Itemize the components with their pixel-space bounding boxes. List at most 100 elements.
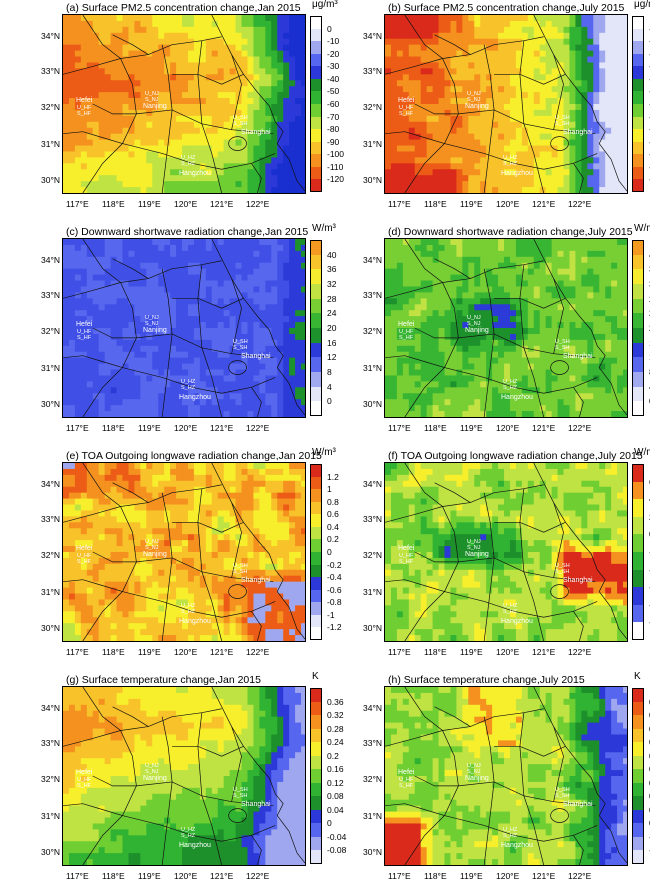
longitude-label: 117°E xyxy=(388,423,411,433)
colorbar-unit: W/m³ xyxy=(634,447,650,458)
colorbar-swatch xyxy=(310,79,322,92)
city-label-nanjing: Nanjing xyxy=(143,103,167,110)
colorbar-unit: W/m³ xyxy=(312,223,336,234)
longitude-label: 119°E xyxy=(460,423,483,433)
colorbar-swatch xyxy=(310,269,322,284)
colorbar-swatch xyxy=(632,167,644,180)
latitude-label: 30°N xyxy=(358,399,382,409)
longitude-label: 120°E xyxy=(496,199,519,209)
colorbar-tick-label: 12 xyxy=(327,352,336,362)
longitude-label: 117°E xyxy=(388,871,411,881)
longitude-label: 121°E xyxy=(532,647,555,657)
colorbar-tick-label: -40 xyxy=(327,74,339,84)
city-label-shanghai: Shanghai xyxy=(241,801,271,808)
city-label-nanjing: Nanjing xyxy=(465,551,489,558)
colorbar-tick-label: -1.2 xyxy=(327,622,342,632)
latitude-label: 32°N xyxy=(358,774,382,784)
latitude-label: 32°N xyxy=(36,326,60,336)
colorbar-tick-label: 4 xyxy=(327,382,332,392)
colorbar-swatch xyxy=(632,313,644,328)
latitude-label: 30°N xyxy=(358,847,382,857)
panel-title: (h) Surface temperature change,July 2015 xyxy=(388,674,585,686)
latitude-label: 34°N xyxy=(358,255,382,265)
station-label: S_NJ xyxy=(145,769,158,775)
latitude-label: 33°N xyxy=(358,514,382,524)
latitude-label: 31°N xyxy=(358,139,382,149)
colorbar-swatch xyxy=(632,769,644,783)
latitude-label: 33°N xyxy=(358,738,382,748)
colorbar xyxy=(632,240,644,416)
colorbar-swatch xyxy=(632,91,644,104)
colorbar xyxy=(310,240,322,416)
colorbar-tick-label: -0.8 xyxy=(327,597,342,607)
colorbar-swatch xyxy=(632,499,644,517)
panel-b: (b) Surface PM2.5 concentration change,J… xyxy=(358,0,650,220)
colorbar-swatch xyxy=(632,587,644,605)
colorbar-swatch xyxy=(632,837,644,851)
colorbar-swatch xyxy=(310,299,322,314)
city-label-hefei: Hefei xyxy=(76,321,92,328)
panel-h: (h) Surface temperature change,July 2015… xyxy=(358,672,650,892)
longitude-label: 120°E xyxy=(174,199,197,209)
colorbar-swatch xyxy=(632,742,644,756)
station-label: S_HZ xyxy=(181,385,195,391)
station-label: S_SH xyxy=(555,121,569,127)
longitude-label: 122°E xyxy=(568,199,591,209)
longitude-label: 118°E xyxy=(424,199,447,209)
panel-title: (b) Surface PM2.5 concentration change,J… xyxy=(388,2,624,14)
colorbar-swatch xyxy=(310,387,322,402)
longitude-label: 122°E xyxy=(246,871,269,881)
city-label-hefei: Hefei xyxy=(76,769,92,776)
city-label-hefei: Hefei xyxy=(398,769,414,776)
longitude-label: 120°E xyxy=(174,871,197,881)
colorbar-tick-label: 0 xyxy=(327,24,332,34)
colorbar-swatch xyxy=(632,482,644,500)
longitude-label: 119°E xyxy=(138,871,161,881)
station-label: S_HF xyxy=(399,335,413,341)
colorbar-tick-label: 0 xyxy=(327,396,332,406)
colorbar-tick-label: -0.04 xyxy=(327,832,346,842)
colorbar-swatch xyxy=(310,129,322,142)
city-label-hefei: Hefei xyxy=(76,97,92,104)
latitude-label: 30°N xyxy=(358,623,382,633)
colorbar-swatch xyxy=(310,372,322,387)
colorbar-tick-label: 0.2 xyxy=(327,534,339,544)
latitude-label: 32°N xyxy=(36,774,60,784)
colorbar-tick-label: -60 xyxy=(327,99,339,109)
colorbar-tick-label: 0.04 xyxy=(327,805,344,815)
colorbar-swatch xyxy=(632,79,644,92)
latitude-label: 32°N xyxy=(36,102,60,112)
colorbar-swatch xyxy=(310,756,322,770)
colorbar-tick-label: -50 xyxy=(327,86,339,96)
city-label-hefei: Hefei xyxy=(398,97,414,104)
city-label-nanjing: Nanjing xyxy=(465,103,489,110)
latitude-label: 33°N xyxy=(36,738,60,748)
city-label-hefei: Hefei xyxy=(398,545,414,552)
colorbar-swatch xyxy=(310,54,322,67)
latitude-label: 30°N xyxy=(36,847,60,857)
station-label: S_NJ xyxy=(145,97,158,103)
colorbar-swatch xyxy=(310,850,322,864)
station-label: S_NJ xyxy=(145,545,158,551)
colorbar-swatch xyxy=(632,299,644,314)
colorbar-swatch xyxy=(310,742,322,756)
longitude-label: 121°E xyxy=(210,423,233,433)
longitude-label: 117°E xyxy=(66,199,89,209)
colorbar-swatch xyxy=(310,167,322,180)
colorbar-swatch xyxy=(632,179,644,192)
city-label-nanjing: Nanjing xyxy=(143,775,167,782)
colorbar-swatch xyxy=(310,539,322,552)
city-label-shanghai: Shanghai xyxy=(241,577,271,584)
latitude-label: 34°N xyxy=(36,703,60,713)
colorbar-swatch xyxy=(632,142,644,155)
colorbar-swatch xyxy=(632,810,644,824)
city-label-hangzhou: Hangzhou xyxy=(179,842,211,849)
city-label-shanghai: Shanghai xyxy=(563,353,593,360)
colorbar-swatch xyxy=(632,464,644,482)
station-label: S_HF xyxy=(77,335,91,341)
latitude-label: 34°N xyxy=(36,255,60,265)
colorbar-swatch xyxy=(632,328,644,343)
latitude-label: 32°N xyxy=(358,550,382,560)
